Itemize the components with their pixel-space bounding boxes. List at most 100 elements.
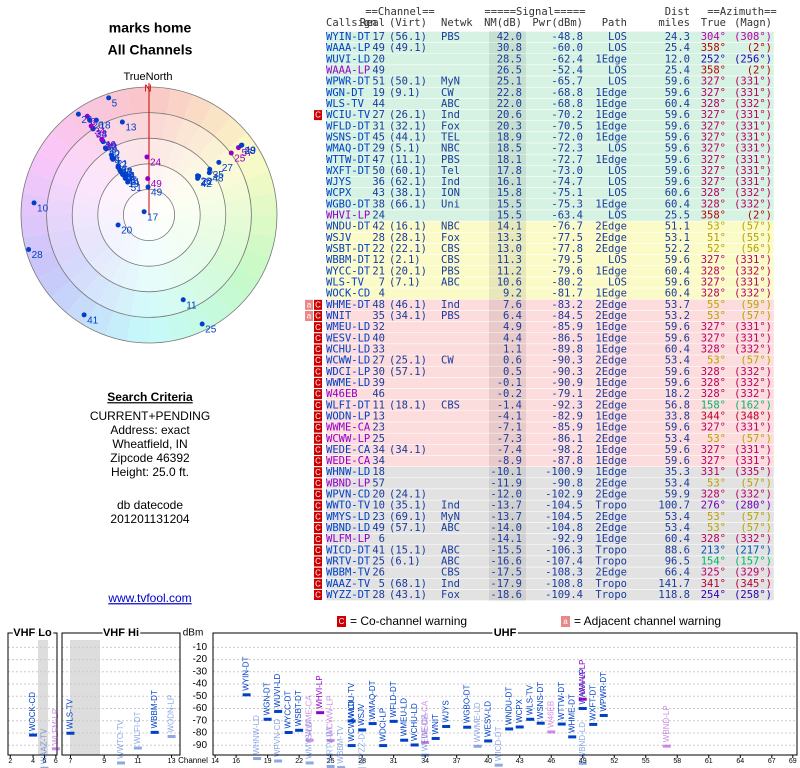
table-cell: (57°) xyxy=(740,310,772,322)
table-cell: -84.5 xyxy=(551,310,583,322)
table-cell: (332°) xyxy=(734,388,772,400)
station-label: WHVI-LP xyxy=(315,675,324,708)
table-cell: WAAA-LP xyxy=(326,64,370,76)
station-dot xyxy=(102,145,108,151)
warning-mark: C xyxy=(315,591,321,600)
station-dot xyxy=(109,152,115,158)
warning-box xyxy=(314,333,322,344)
table-cell: 51° xyxy=(707,232,726,244)
station-label: WGBO-DT xyxy=(462,684,471,723)
table-cell: -10.1 xyxy=(490,466,522,478)
station-channel: 33 xyxy=(106,142,118,153)
table-cell: 17.8 xyxy=(497,165,522,177)
table-cell: 22.0 xyxy=(497,98,522,110)
table-cell: 13.0 xyxy=(497,243,522,255)
station-label: WWME-CA xyxy=(305,695,314,737)
nm-column-shade xyxy=(489,143,526,155)
table-cell: Ind xyxy=(441,176,460,188)
datecode-label: db datecode xyxy=(117,498,183,512)
x-tick-label: 58 xyxy=(673,758,681,765)
table-cell: 1Edge xyxy=(595,53,627,65)
station-channel: 27 xyxy=(126,175,138,186)
table-cell: (43.1) xyxy=(389,589,427,601)
station-channel: 21 xyxy=(117,159,129,170)
table-cell: 154° xyxy=(701,556,726,568)
nm-column-shade xyxy=(489,42,526,54)
table-cell: -108.8 xyxy=(545,578,583,590)
nm-column-shade xyxy=(489,187,526,199)
table-cell: (331°) xyxy=(734,154,772,166)
table-cell: (332°) xyxy=(734,366,772,378)
table-cell: 53° xyxy=(707,355,726,367)
table-cell: 22.8 xyxy=(497,87,522,99)
warning-mark: C xyxy=(315,401,321,410)
table-cell: -74.7 xyxy=(551,176,583,188)
table-cell: 25.1 xyxy=(497,76,522,88)
table-cell: (20.1) xyxy=(389,265,427,277)
table-cell: 1Edge xyxy=(595,332,627,344)
table-cell: 53.4 xyxy=(665,477,690,489)
station-channel: 20 xyxy=(93,120,105,131)
station-channel: 44 xyxy=(128,177,140,188)
warning-box xyxy=(314,590,322,600)
table-cell: (331°) xyxy=(734,422,772,434)
table-cell: -16.6 xyxy=(490,556,522,568)
panel-frame xyxy=(7,632,58,756)
warning-mark: C xyxy=(315,446,321,455)
table-cell: 327° xyxy=(701,422,726,434)
table-cell: 60.4 xyxy=(665,265,690,277)
station-marker xyxy=(473,744,482,748)
station-channel: 18 xyxy=(99,121,111,132)
station-dot xyxy=(125,179,131,185)
warning-mark: C xyxy=(315,524,321,533)
nm-column-shade xyxy=(489,53,526,65)
table-cell: 20.3 xyxy=(497,120,522,132)
table-cell: WCPX xyxy=(326,187,352,199)
site-link[interactable]: www.tvfool.com xyxy=(107,591,191,605)
station-marker xyxy=(242,693,251,697)
table-cell: WLFM-LP xyxy=(326,533,370,545)
table-cell: 59.6 xyxy=(665,143,690,155)
warning-mark: C xyxy=(315,300,321,309)
table-cell: WXFT-DT xyxy=(326,165,371,177)
warning-box xyxy=(314,567,322,578)
column-header: Netwk xyxy=(441,17,473,29)
table-cell: 328° xyxy=(701,187,726,199)
table-cell: 59.6 xyxy=(665,131,690,143)
station-marker xyxy=(536,721,545,725)
warning-box xyxy=(314,110,322,121)
station-marker xyxy=(358,728,367,732)
table-cell: 304° xyxy=(701,31,726,43)
table-cell: 33.8 xyxy=(665,410,690,422)
warning-mark: C xyxy=(315,345,321,354)
nm-column-shade xyxy=(489,388,526,400)
search-title: Search Criteria xyxy=(107,390,193,404)
table-cell: 2Edge xyxy=(595,355,627,367)
table-cell: (280°) xyxy=(734,500,772,512)
table-cell: -11.9 xyxy=(490,477,522,489)
warning-mark: C xyxy=(315,379,321,388)
nm-column-shade xyxy=(489,544,526,556)
table-cell: 53.1 xyxy=(665,232,690,244)
table-cell: 66.4 xyxy=(665,567,690,579)
table-cell: 13 xyxy=(372,410,385,422)
station-marker xyxy=(578,697,587,701)
table-cell: 48 xyxy=(372,299,385,311)
table-cell: CW xyxy=(441,355,454,367)
panel-frame xyxy=(212,632,798,756)
table-cell: 25.4 xyxy=(665,42,690,54)
table-cell: 38 xyxy=(372,198,385,210)
station-marker xyxy=(568,735,577,739)
column-header: Real xyxy=(360,17,385,29)
nm-column-shade xyxy=(489,377,526,389)
station-marker xyxy=(29,733,38,737)
table-cell: 276° xyxy=(701,500,726,512)
station-channel: 48 xyxy=(212,173,224,184)
station-label: WSJV xyxy=(357,703,366,726)
table-cell: LOS xyxy=(608,210,627,222)
table-cell: 2Edge xyxy=(595,489,627,501)
station-channel: 32 xyxy=(109,149,121,160)
table-cell: (331°) xyxy=(734,143,772,155)
table-cell: 45 xyxy=(372,131,385,143)
table-cell: -70.5 xyxy=(551,120,583,132)
